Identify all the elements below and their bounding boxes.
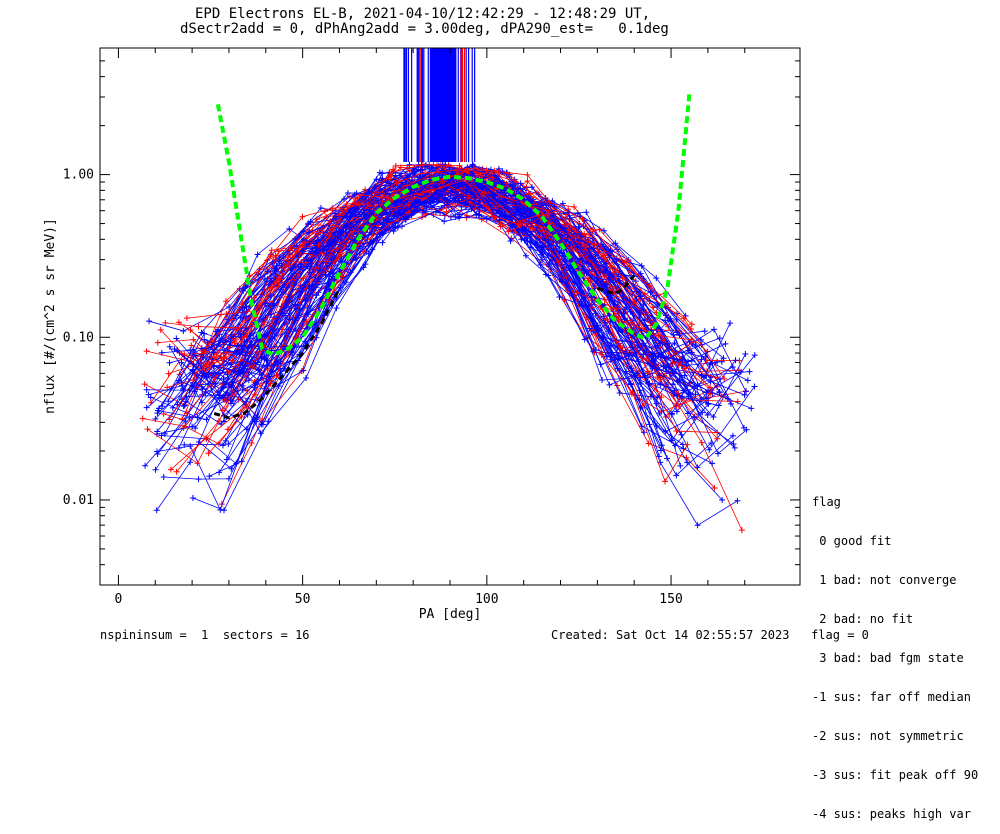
axes-layer: 0 50 100 150 0.01 0.10 1.00 (63, 47, 801, 607)
x-tick-label: 50 (295, 592, 311, 607)
y-axis-label: nflux [#/(cm^2 s sr MeV)] (43, 218, 58, 414)
trace-line (189, 185, 697, 398)
flag-legend-entry: -3 sus: fit peak off 90 (812, 768, 979, 782)
y-tick-label: 1.00 (63, 168, 94, 183)
data-layer (139, 48, 758, 534)
flag-legend-entry: -1 sus: far off median (812, 690, 971, 704)
footer-created: Created: Sat Oct 14 02:55:57 2023 flag =… (551, 628, 869, 642)
trace-line (178, 161, 758, 419)
flag-legend-entry: 0 good fit (812, 534, 892, 548)
flag-legend-entry: -2 sus: not symmetric (812, 729, 964, 743)
measurement-traces (139, 161, 758, 534)
flag-legend-entry: -4 sus: peaks high var (812, 807, 971, 821)
x-tick-label: 100 (475, 592, 498, 607)
flag-legend-entry: 1 bad: not converge (812, 573, 957, 587)
flag-legend-entry: 3 bad: bad fgm state (812, 651, 964, 665)
x-tick-label: 0 (115, 592, 123, 607)
x-tick-label: 150 (659, 592, 682, 607)
chart-title: EPD Electrons EL-B, 2021-04-10/12:42:29 … (195, 6, 651, 22)
trace-line (220, 203, 649, 400)
trace-line (183, 167, 695, 328)
peak-spikes (403, 48, 476, 162)
chart-subtitle: dSectr2add = 0, dPhAng2add = 3.00deg, dP… (180, 21, 669, 37)
footer-spin-info: nspininsum = 1 sectors = 16 (100, 628, 310, 642)
flag-legend-entry: 2 bad: no fit (812, 612, 914, 626)
x-axis-label: PA [deg] (419, 607, 482, 622)
flag-legend: flag 0 good fit 1 bad: not converge 2 ba… (812, 470, 978, 834)
trace-line (152, 177, 688, 473)
y-tick-label: 0.10 (63, 330, 94, 345)
flag-legend-title: flag (812, 495, 841, 509)
fit-curve-black (213, 287, 341, 420)
fit-curve-green (215, 92, 692, 358)
pitch-angle-chart: 0 50 100 150 0.01 0.10 1.00 PA [deg] nflux [#/… (43, 47, 801, 622)
trace-line (169, 171, 671, 411)
y-tick-label: 0.01 (63, 493, 94, 508)
fit-curve-black (596, 274, 636, 296)
